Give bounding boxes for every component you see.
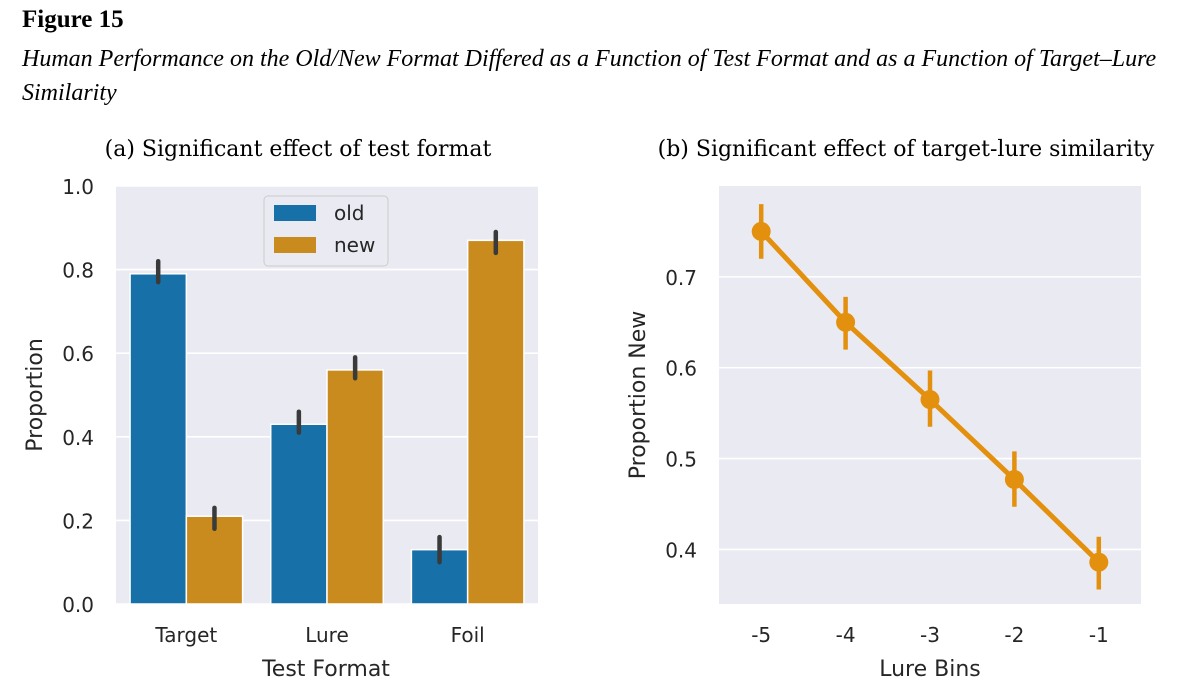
x-tick-label: -4	[836, 623, 856, 647]
x-tick-label: Lure	[305, 623, 349, 647]
y-tick-label: 0.7	[665, 266, 697, 290]
legend-swatch-new	[274, 237, 316, 253]
legend-swatch-old	[274, 205, 316, 221]
data-point	[1004, 470, 1024, 490]
x-tick-label: -3	[920, 623, 940, 647]
bar-old	[129, 273, 188, 605]
legend: old new	[263, 195, 389, 267]
panel-b-line-chart: 0.4 0.5 0.6 0.7 -5 -4 -3 -2 -1 (b) Significant …	[626, 137, 1155, 682]
figure-number: Figure 15	[22, 6, 124, 33]
x-tick-label: -5	[751, 623, 771, 647]
legend-label-old: old	[334, 201, 365, 225]
data-point	[1089, 552, 1109, 572]
data-point	[751, 221, 771, 241]
panel-a-bar-chart: 0.0 0.2 0.4 0.6 0.8 1.0 Target Lure Foil old ne…	[23, 137, 538, 682]
bar-new	[466, 239, 525, 605]
bar-old	[269, 423, 328, 605]
panel-a-y-axis-label: Proportion	[23, 338, 48, 452]
y-tick-label: 0.2	[62, 509, 94, 533]
x-tick-label: -2	[1004, 623, 1024, 647]
panel-b-y-axis-label: Proportion New	[626, 311, 651, 480]
x-tick-label: -1	[1089, 623, 1109, 647]
panel-b-title: (b) Significant effect of target-lure si…	[658, 137, 1155, 162]
legend-label-new: new	[334, 233, 375, 257]
x-tick-label: Target	[154, 623, 217, 647]
y-tick-label: 0.0	[62, 593, 94, 617]
y-tick-label: 0.5	[665, 448, 697, 472]
y-tick-label: 0.6	[62, 342, 94, 366]
y-tick-label: 0.4	[665, 538, 697, 562]
panel-a-x-axis-label: Test Format	[261, 657, 390, 682]
y-tick-label: 0.6	[665, 357, 697, 381]
data-point	[920, 390, 940, 410]
data-point	[836, 312, 856, 332]
y-tick-label: 0.8	[62, 259, 94, 283]
y-tick-label: 0.4	[62, 426, 94, 450]
panel-b-x-axis-label: Lure Bins	[879, 657, 981, 682]
panel-a-title: (a) Significant effect of test format	[105, 137, 492, 162]
bar-new	[326, 369, 385, 605]
x-tick-label: Foil	[451, 623, 485, 647]
figure-title: Human Performance on the Old/New Format …	[22, 46, 1157, 106]
y-tick-label: 1.0	[62, 175, 94, 199]
